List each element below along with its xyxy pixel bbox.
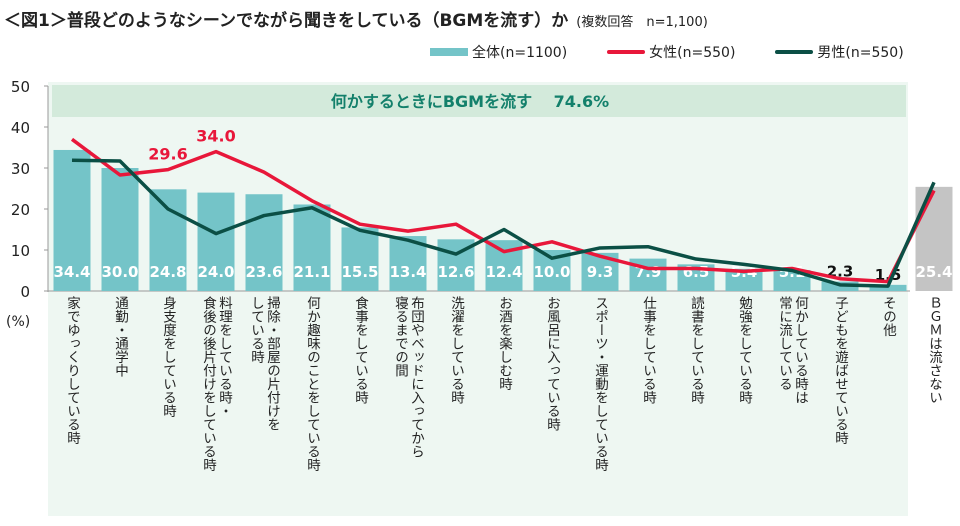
line-value-label: 34.0	[196, 127, 235, 146]
bar	[245, 194, 283, 291]
line-value-label: 29.6	[148, 145, 187, 164]
category-label: 料理をしている時・ 食後の後片付けをしている時	[200, 296, 232, 472]
category-label: スポーツ・運動をしている時	[592, 296, 608, 472]
category-label: その他	[880, 296, 896, 337]
y-tick-label: 10	[11, 242, 30, 260]
bar-value-label: 30.0	[101, 263, 138, 281]
legend-item-total: 全体(n=1100)	[430, 42, 567, 62]
legend-swatch	[430, 48, 468, 56]
legend-label: 全体(n=1100)	[472, 45, 568, 61]
bar-value-label: 25.4	[915, 263, 952, 281]
bar	[293, 204, 331, 291]
bar	[149, 189, 187, 291]
category-label: ＢＧＭは流さない	[926, 296, 942, 404]
bar-value-label: 10.0	[533, 263, 570, 281]
bar-value-label: 24.8	[149, 263, 186, 281]
title-text: ＜図1＞普段どのようなシーンでながら聞きをしている（BGMを流す）か	[4, 11, 569, 31]
bar-value-label: 6.5	[683, 263, 710, 281]
bar-value-label: 9.3	[587, 263, 614, 281]
category-label: お風呂に入っている時	[544, 296, 560, 431]
y-tick-label: 0	[20, 283, 30, 301]
bar-value-label: 21.1	[293, 263, 330, 281]
bar-value-label: 24.0	[197, 263, 234, 281]
bar-value-label: 34.4	[53, 263, 90, 281]
category-label: 掃除・部屋の片付けを している時	[248, 296, 280, 431]
chart-title: ＜図1＞普段どのようなシーンでながら聞きをしている（BGMを流す）か (複数回答 …	[4, 6, 708, 31]
legend-item-female: 女性(n=550)	[607, 42, 735, 62]
category-label: 食事をしている時	[352, 296, 368, 404]
category-label: 洗濯をしている時	[448, 296, 464, 404]
bar	[915, 186, 953, 291]
category-label: 読書をしている時	[688, 296, 704, 404]
legend-swatch	[775, 50, 814, 54]
y-tick-label: 40	[11, 119, 30, 137]
legend: 全体(n=1100) 女性(n=550) 男性(n=550)	[430, 42, 904, 62]
bar	[197, 192, 235, 291]
y-tick-label: 20	[11, 201, 30, 219]
bar-value-label: 12.6	[437, 263, 474, 281]
category-label: 家でゆっくりしている時	[64, 296, 80, 445]
y-tick-label: 30	[11, 160, 30, 178]
legend-label: 男性(n=550)	[817, 45, 904, 61]
category-label: 布団やベッドに入ってから 寝るまでの間	[392, 296, 424, 458]
y-tick-label: 50	[11, 78, 30, 96]
category-label: 身支度をしている時	[160, 296, 176, 418]
bar	[53, 149, 91, 291]
legend-label: 女性(n=550)	[649, 45, 736, 61]
category-label: お酒を楽しむ時	[496, 296, 512, 391]
legend-swatch	[607, 50, 646, 54]
legend-item-male: 男性(n=550)	[775, 42, 904, 62]
category-label: 仕事をしている時	[640, 296, 656, 404]
bar	[869, 284, 907, 291]
category-label: 通勤・通学中	[112, 296, 128, 377]
chart-subtitle: (複数回答 n=1,100)	[576, 15, 708, 30]
bar	[101, 168, 139, 291]
banner-text: 何かするときにBGMを流す 74.6%	[331, 92, 609, 111]
y-axis-label: (%)	[6, 314, 30, 330]
bar	[341, 227, 379, 291]
category-label: 何か趣味のことをしている時	[304, 296, 320, 472]
bar-value-label: 13.4	[389, 263, 426, 281]
category-label: 子どもを遊ばせている時	[832, 296, 848, 445]
bar-value-label: 15.5	[341, 263, 378, 281]
bar-value-label: 12.4	[485, 263, 522, 281]
category-label: 勉強をしている時	[736, 296, 752, 404]
category-label: 何かしている時は 常に流している	[776, 296, 808, 404]
bar-value-label: 23.6	[245, 263, 282, 281]
banner	[52, 85, 906, 117]
bar	[725, 268, 763, 291]
bar	[773, 270, 811, 291]
plot-background	[48, 82, 908, 516]
